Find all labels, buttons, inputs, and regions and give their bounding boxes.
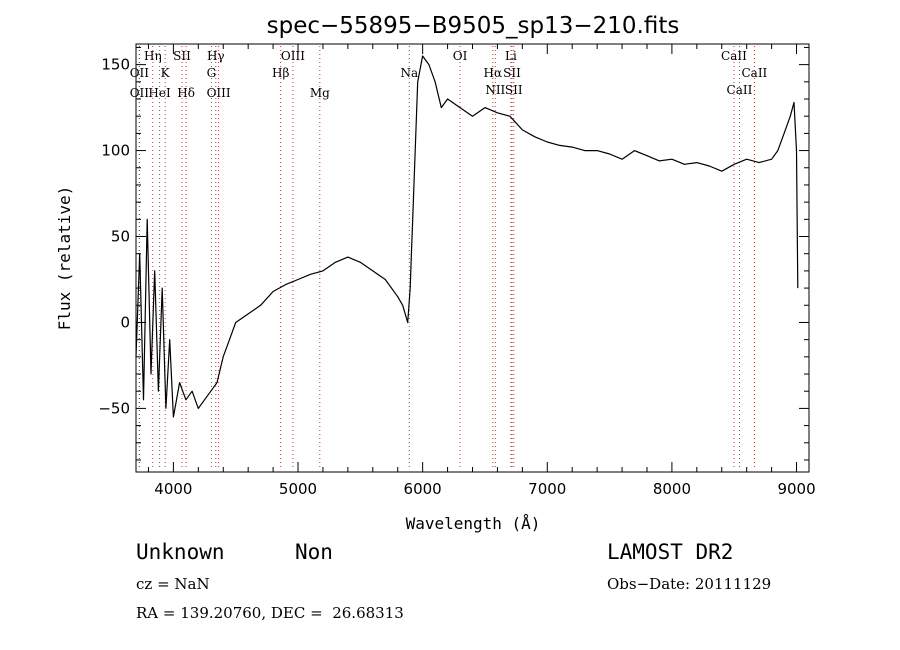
x-tick-label: 4000 — [154, 480, 192, 498]
x-tick-label: 7000 — [528, 480, 566, 498]
spectral-line-label: SII — [503, 66, 521, 80]
spectral-line-label: OII — [130, 86, 150, 100]
spectral-line-label: Na — [400, 66, 418, 80]
coords-text: RA = 139.20760, DEC = 26.68313 — [136, 604, 404, 622]
spectral-line-label: Li — [505, 49, 517, 63]
cz-text: cz = NaN — [136, 575, 210, 593]
spectral-line-label: CaII — [727, 83, 753, 97]
x-tick-label: 9000 — [777, 480, 815, 498]
x-tick-label: 6000 — [404, 480, 442, 498]
subclass-text: Non — [295, 540, 333, 564]
spectrum-series — [135, 55, 799, 418]
classification-text: Unknown — [136, 540, 225, 564]
survey-name: LAMOST DR2 — [607, 540, 734, 564]
spectral-line-label: G — [207, 66, 217, 80]
spectral-line-label: Hβ — [272, 66, 289, 80]
spectral-line-labels: OIIOIIHηHeIKSIIHδHγGOIIIOIIIHβMgNaOIHαNI… — [130, 49, 768, 100]
spectral-line-label: OI — [453, 49, 468, 63]
spectral-line-label: Hα — [484, 66, 503, 80]
x-tick-label: 8000 — [653, 480, 691, 498]
chart-title: spec−55895−B9505_sp13−210.fits — [267, 13, 680, 39]
spectral-line-label: OIII — [207, 86, 231, 100]
spectral-line-label: OII — [130, 66, 150, 80]
y-tick-label: −50 — [98, 399, 130, 417]
spectral-line-label: Hγ — [207, 49, 225, 63]
y-axis-label: Flux (relative) — [55, 186, 74, 331]
spectral-line-markers — [138, 46, 755, 470]
spectral-line-label: OIII — [281, 49, 305, 63]
spectral-line-label: CaII — [741, 66, 767, 80]
y-tick-label: 50 — [111, 228, 130, 246]
spectral-line-label: Mg — [310, 86, 330, 100]
spectral-line-label: HeI — [148, 86, 171, 100]
spectral-line-label: SII — [505, 83, 523, 97]
spectral-line-label: CaII — [721, 49, 747, 63]
spectral-line-label: K — [161, 66, 171, 80]
x-tick-label: 5000 — [279, 480, 317, 498]
y-tick-label: 0 — [120, 313, 130, 331]
plot-frame — [135, 43, 810, 473]
axes: 4000 5000 6000 7000 8000 9000 −50 0 50 100 150 — [98, 44, 816, 498]
spectral-line-label: Hδ — [177, 86, 195, 100]
spectral-line-label: Hη — [144, 49, 162, 63]
obs-date-text: Obs−Date: 20111129 — [607, 575, 772, 593]
y-tick-label: 150 — [101, 56, 130, 74]
spectrum-line — [135, 55, 799, 418]
spectral-line-label: NII — [485, 83, 505, 97]
spectral-line-label: SII — [173, 49, 191, 63]
y-tick-label: 100 — [101, 142, 130, 160]
x-axis-label: Wavelength (Å) — [406, 514, 541, 533]
